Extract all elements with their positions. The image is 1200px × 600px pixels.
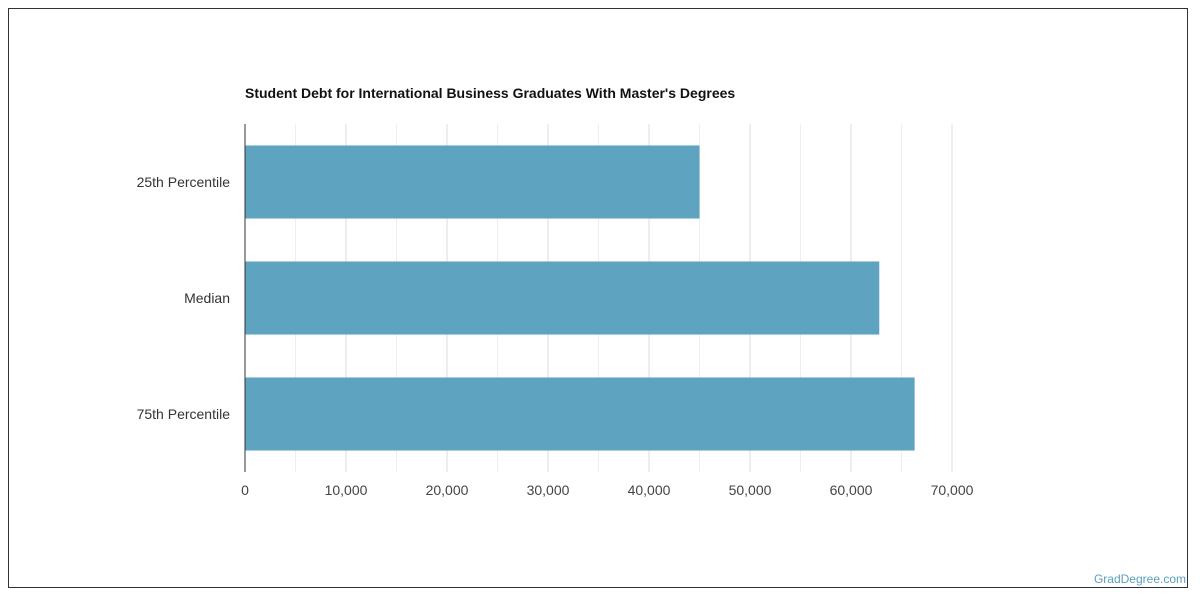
- x-tick-label: 70,000: [931, 482, 974, 498]
- bars: [245, 145, 915, 451]
- x-tick-label: 20,000: [426, 482, 469, 498]
- chart-title: Student Debt for International Business …: [245, 85, 736, 101]
- bar-median: [245, 261, 880, 335]
- x-tick-label: 0: [241, 482, 249, 498]
- category-label: 75th Percentile: [137, 406, 231, 422]
- x-tick-label: 40,000: [628, 482, 671, 498]
- category-label: 25th Percentile: [137, 174, 231, 190]
- x-tick-label: 60,000: [830, 482, 873, 498]
- bar-75th-percentile: [245, 377, 915, 451]
- bar-25th-percentile: [245, 145, 700, 219]
- category-label: Median: [184, 290, 230, 306]
- x-tick-label: 30,000: [527, 482, 570, 498]
- watermark-text: GradDegree.com: [1093, 572, 1186, 586]
- x-tick-label: 50,000: [729, 482, 772, 498]
- labels: 25th Percentile Median 75th Percentile 0 10,…: [137, 174, 974, 498]
- x-tick-label: 10,000: [325, 482, 368, 498]
